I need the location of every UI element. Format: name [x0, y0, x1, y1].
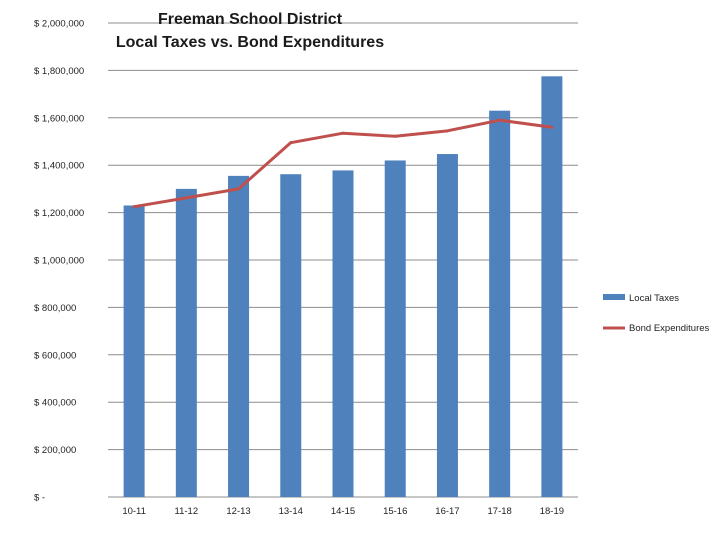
y-tick-label: $ 600,000: [34, 350, 76, 361]
bar-local-taxes: [541, 76, 563, 497]
x-tick-label: 11-12: [175, 506, 199, 517]
x-tick-label: 13-14: [279, 506, 303, 517]
point-bond-expenditures: [184, 196, 188, 200]
bar-local-taxes: [228, 175, 250, 498]
legend: Local Taxes Bond Expenditures: [603, 293, 710, 334]
y-tick-label: $ 1,800,000: [34, 66, 84, 77]
bar-local-taxes: [123, 205, 145, 498]
bar-local-taxes: [436, 154, 458, 497]
y-tick-label: $ 1,200,000: [34, 208, 84, 219]
point-bond-expenditures: [550, 125, 554, 129]
point-bond-expenditures: [132, 205, 136, 209]
chart-title-line-2: Local Taxes vs. Bond Expenditures: [115, 34, 385, 51]
x-axis-tick-labels: 10-11 11-12 12-13 13-14 14-15 15-16 16-17 17-18…: [122, 506, 564, 517]
y-tick-label: $ 400,000: [34, 398, 76, 409]
legend-label-local-taxes: Local Taxes: [629, 293, 679, 304]
bar-series-local-taxes: [123, 76, 563, 498]
point-bond-expenditures: [289, 141, 293, 145]
x-tick-label: 10-11: [122, 506, 146, 517]
line-series-bond-expenditures: [132, 118, 554, 209]
x-tick-label: 12-13: [226, 506, 250, 517]
y-axis-tick-labels: $ - $ 200,000 $ 400,000 $ 600,000 $ 800,000 $…: [34, 19, 84, 504]
y-tick-label: $ 1,400,000: [34, 161, 84, 172]
y-tick-label: $ 1,000,000: [34, 256, 84, 267]
x-tick-label: 15-16: [383, 506, 407, 517]
y-tick-label: $ -: [34, 493, 45, 504]
chart-title-line-1: Freeman School District: [157, 11, 343, 28]
bar-local-taxes: [489, 110, 511, 497]
point-bond-expenditures: [498, 118, 502, 122]
legend-swatch-local-taxes: [603, 294, 625, 300]
y-tick-label: $ 200,000: [34, 445, 76, 456]
bar-local-taxes: [280, 174, 302, 497]
x-tick-label: 18-19: [540, 506, 564, 517]
x-tick-label: 14-15: [331, 506, 355, 517]
point-bond-expenditures: [445, 129, 449, 133]
point-bond-expenditures: [393, 134, 397, 138]
x-tick-label: 16-17: [435, 506, 459, 517]
x-tick-label: 17-18: [488, 506, 512, 517]
y-tick-label: $ 800,000: [34, 303, 76, 314]
legend-label-bond-expenditures: Bond Expenditures: [629, 323, 710, 334]
point-bond-expenditures: [237, 187, 241, 191]
bar-local-taxes: [175, 188, 197, 497]
bar-local-taxes: [332, 170, 354, 497]
y-tick-label: $ 2,000,000: [34, 19, 84, 30]
bar-local-taxes: [384, 160, 406, 497]
point-bond-expenditures: [341, 131, 345, 135]
y-tick-label: $ 1,600,000: [34, 113, 84, 124]
